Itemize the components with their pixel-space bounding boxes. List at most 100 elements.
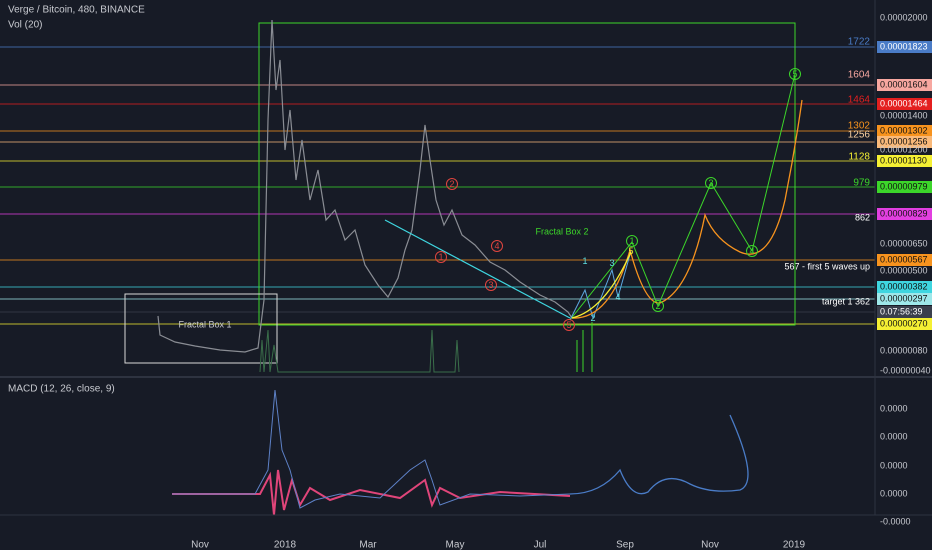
price-tag bbox=[877, 281, 932, 293]
wave-circle bbox=[491, 240, 503, 252]
price-label: 0.00002000 bbox=[880, 12, 928, 22]
price-label: 0.00000080 bbox=[880, 345, 928, 355]
price-tag bbox=[877, 293, 932, 305]
volume-label: Vol (20) bbox=[8, 20, 42, 31]
price-tag bbox=[877, 79, 932, 91]
macd-histogram bbox=[172, 469, 571, 516]
macd-line bbox=[172, 389, 571, 509]
time-label: 2018 bbox=[274, 540, 297, 550]
wave-label: 3 bbox=[708, 178, 713, 188]
price-tag bbox=[877, 41, 932, 53]
level-label: target 1 362 bbox=[822, 296, 870, 306]
wave-label: 2 bbox=[655, 301, 660, 311]
volume-bars bbox=[259, 329, 460, 373]
price-line bbox=[157, 19, 573, 353]
level-label: 1464 bbox=[848, 95, 871, 106]
wave-label: 1 bbox=[629, 236, 634, 246]
macd-axis-label: 0.0000 bbox=[880, 460, 908, 470]
level-label: 979 bbox=[853, 178, 870, 189]
wave-label: 1 bbox=[438, 252, 443, 262]
price-axis: 0.00002000 0.00001823 0.00001604 0.00001464… bbox=[877, 12, 932, 375]
time-label: Nov bbox=[191, 540, 209, 550]
wave-label: 5 bbox=[792, 69, 797, 79]
wave-circle bbox=[435, 251, 447, 263]
macd-axis-label: 0.0000 bbox=[880, 431, 908, 441]
price-tag bbox=[877, 318, 932, 330]
price-label: 0.00001823 bbox=[880, 41, 928, 51]
price-tag bbox=[877, 136, 932, 148]
macd-axis-label: 0.0000 bbox=[880, 488, 908, 498]
projection-orange bbox=[571, 99, 803, 319]
wave-label: 5 bbox=[628, 246, 633, 256]
time-label: Nov bbox=[701, 540, 719, 550]
time-label: 2019 bbox=[783, 540, 806, 550]
wave-circle bbox=[563, 319, 575, 331]
wave-label: 3 bbox=[488, 280, 493, 290]
box-label: Fractal Box 2 bbox=[535, 226, 588, 236]
price-label: 0.00001604 bbox=[880, 79, 928, 89]
wave-circle bbox=[446, 178, 458, 190]
macd-axis: 0.0000 0.0000 0.0000 0.0000 -0.0000 bbox=[880, 403, 911, 526]
level-label: 1256 bbox=[848, 130, 871, 141]
time-label: Mar bbox=[359, 540, 377, 550]
fractal-box-1 bbox=[124, 293, 278, 364]
wave-label: 3 bbox=[609, 258, 614, 268]
macd-axis-label: 0.0000 bbox=[880, 403, 908, 413]
projection-yellow bbox=[571, 251, 632, 319]
price-tag bbox=[877, 125, 932, 137]
macd-title: MACD (12, 26, close, 9) bbox=[8, 384, 115, 395]
price-tag bbox=[877, 306, 932, 318]
projection-cyan bbox=[569, 250, 632, 321]
price-tag bbox=[877, 155, 932, 167]
wave-circle bbox=[652, 300, 664, 312]
wave-label: 1 bbox=[582, 256, 587, 266]
level-label: 1604 bbox=[848, 70, 871, 81]
price-label: 0.00000979 bbox=[880, 181, 928, 191]
price-label: 0.00001400 bbox=[880, 110, 928, 120]
wave-circle bbox=[485, 279, 497, 291]
price-label: 0.00000650 bbox=[880, 238, 928, 248]
price-label: 0.00001256 bbox=[880, 136, 928, 146]
price-label: 0.00001200 bbox=[880, 144, 928, 154]
price-label: 0.07:56:39 bbox=[880, 306, 923, 316]
time-axis: Nov 2018 Mar May Jul Sep Nov 2019 bbox=[191, 540, 805, 550]
projection-green bbox=[569, 73, 796, 321]
price-label: 0.00000297 bbox=[880, 293, 928, 303]
wave-label: 4 bbox=[749, 246, 754, 256]
wave-circle bbox=[746, 245, 758, 257]
trend-line bbox=[384, 219, 571, 319]
box-label: Fractal Box 1 bbox=[178, 319, 231, 329]
wave-label: 2 bbox=[590, 313, 595, 323]
price-label: 0.00001302 bbox=[880, 125, 928, 135]
level-label: 1128 bbox=[848, 152, 870, 163]
wave-circle bbox=[705, 177, 717, 189]
price-tag bbox=[877, 208, 932, 220]
wave-circle bbox=[626, 235, 638, 247]
price-tag bbox=[877, 181, 932, 193]
price-label: 0.00001464 bbox=[880, 98, 928, 108]
wave-label: 5 bbox=[566, 320, 571, 330]
fractal-box-2 bbox=[258, 22, 796, 326]
macd-axis-label: -0.0000 bbox=[880, 516, 911, 526]
time-label: May bbox=[446, 540, 465, 550]
level-label: 567 - first 5 waves up bbox=[784, 261, 870, 271]
wave-label: 2 bbox=[449, 179, 454, 189]
header-title: Verge / Bitcoin, 480, BINANCE bbox=[8, 5, 145, 16]
price-label: -0.00000040 bbox=[880, 365, 931, 375]
wave-label: 4 bbox=[494, 241, 499, 251]
level-label: 1722 bbox=[848, 37, 871, 48]
price-label: 0.00000829 bbox=[880, 208, 928, 218]
price-label: 0.00000500 bbox=[880, 265, 928, 275]
time-label: Sep bbox=[616, 540, 634, 550]
price-tag bbox=[877, 254, 932, 266]
time-label: Jul bbox=[534, 540, 547, 550]
price-label: 0.00000382 bbox=[880, 281, 928, 291]
level-label: 1302 bbox=[848, 121, 871, 132]
macd-projection bbox=[569, 414, 749, 495]
price-label: 0.00000567 bbox=[880, 254, 928, 264]
price-label: 0.00001130 bbox=[880, 155, 927, 165]
